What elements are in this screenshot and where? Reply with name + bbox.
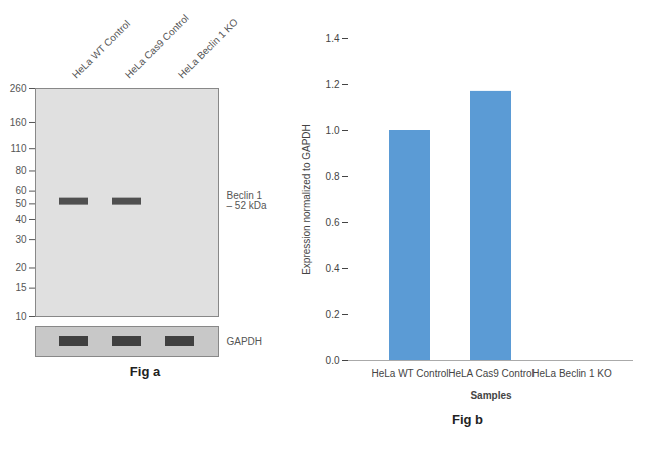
svg-text:260: 260 bbox=[10, 83, 27, 94]
svg-text:0.6: 0.6 bbox=[326, 217, 340, 228]
svg-text:0.4: 0.4 bbox=[326, 263, 340, 274]
svg-text:HeLa Cas9 Control: HeLa Cas9 Control bbox=[122, 12, 191, 81]
svg-text:15: 15 bbox=[15, 282, 27, 293]
svg-text:0.2: 0.2 bbox=[326, 309, 340, 320]
svg-text:Beclin 1– 52 kDa: Beclin 1– 52 kDa bbox=[227, 190, 267, 211]
svg-text:50: 50 bbox=[15, 198, 27, 209]
svg-text:HeLa WT Control: HeLa WT Control bbox=[70, 18, 132, 80]
svg-text:20: 20 bbox=[15, 262, 27, 273]
svg-text:60: 60 bbox=[15, 185, 27, 196]
svg-text:1.0: 1.0 bbox=[326, 125, 340, 136]
svg-text:HeLa Beclin 1 KO: HeLa Beclin 1 KO bbox=[532, 368, 612, 379]
svg-text:0.8: 0.8 bbox=[326, 171, 340, 182]
svg-text:1.2: 1.2 bbox=[326, 79, 340, 90]
svg-text:1.4: 1.4 bbox=[326, 33, 340, 44]
svg-text:HeLa Beclin 1 KO: HeLa Beclin 1 KO bbox=[176, 16, 240, 80]
svg-text:40: 40 bbox=[15, 214, 27, 225]
svg-text:Samples: Samples bbox=[470, 390, 512, 401]
svg-text:30: 30 bbox=[15, 234, 27, 245]
svg-text:HeLa WT Control: HeLa WT Control bbox=[371, 368, 448, 379]
svg-text:160: 160 bbox=[10, 117, 27, 128]
svg-text:HeLA Cas9 Control: HeLA Cas9 Control bbox=[448, 368, 534, 379]
svg-text:0.0: 0.0 bbox=[326, 355, 340, 366]
svg-text:110: 110 bbox=[11, 143, 27, 154]
html-text:Fig a: Fig a bbox=[129, 364, 161, 379]
svg-text:10: 10 bbox=[15, 311, 27, 320]
svg-text:80: 80 bbox=[15, 165, 27, 176]
svg-text:GAPDH: GAPDH bbox=[227, 336, 263, 347]
svg-text:Expression normalized to GAPDH: Expression normalized to GAPDH bbox=[301, 124, 312, 275]
html-text:Fig b: Fig b bbox=[452, 412, 483, 427]
